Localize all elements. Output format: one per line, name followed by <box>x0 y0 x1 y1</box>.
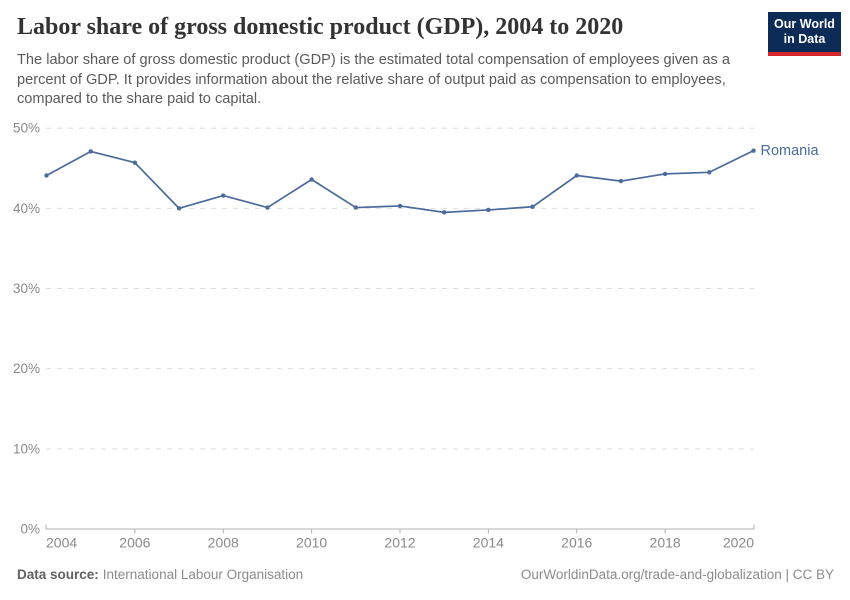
y-tick-label: 0% <box>20 522 40 537</box>
data-point <box>353 205 359 210</box>
series-label: Romania <box>761 143 820 159</box>
data-point <box>132 160 138 165</box>
data-line <box>45 149 755 214</box>
x-tick-label: 2018 <box>650 535 681 551</box>
data-point <box>441 210 447 215</box>
chart-subtitle: The labor share of gross domestic produc… <box>17 52 731 107</box>
y-tick-label: 10% <box>13 441 40 456</box>
owid-logo-line2: in Data <box>783 32 826 46</box>
data-point <box>265 205 270 210</box>
data-point <box>486 207 491 213</box>
y-tick-label: 30% <box>13 281 40 296</box>
owid-logo: Our World in Data <box>768 12 841 56</box>
y-tick-label: 20% <box>13 361 40 376</box>
x-tick-label: 2020 <box>723 535 754 551</box>
data-point <box>309 177 314 182</box>
x-tick-label: 2006 <box>119 535 150 551</box>
data-point <box>662 171 668 177</box>
page-title: Labor share of gross domestic product (G… <box>17 14 624 40</box>
x-tick-label: 2014 <box>473 535 504 551</box>
x-tick-label: 2004 <box>46 535 77 551</box>
chart-footer: Data source: International Labour Organis… <box>17 567 834 582</box>
data-point <box>751 148 756 153</box>
y-tick-label: 50% <box>13 121 40 136</box>
x-tick-label: 2012 <box>384 535 415 551</box>
x-tick-label: 2016 <box>561 535 592 551</box>
data-point <box>397 203 403 209</box>
data-point <box>530 204 535 209</box>
x-tick-label: 2010 <box>296 535 327 551</box>
citation: OurWorldinData.org/trade-and-globalizati… <box>520 567 834 582</box>
data-point <box>88 149 93 154</box>
data-point <box>618 178 624 184</box>
x-tick-label: 2008 <box>208 535 239 551</box>
data-source-label: Data source: <box>17 567 99 582</box>
data-source-value: International Labour Organisation <box>102 567 304 582</box>
x-axis-line <box>45 524 755 530</box>
data-point <box>176 206 182 211</box>
owid-logo-line1: Our World <box>774 17 835 31</box>
y-tick-label: 40% <box>13 201 40 216</box>
data-source: Data source: International Labour Organis… <box>17 567 303 582</box>
data-point <box>574 173 579 178</box>
data-point <box>707 170 712 175</box>
data-point <box>44 173 49 178</box>
data-point <box>221 193 226 198</box>
